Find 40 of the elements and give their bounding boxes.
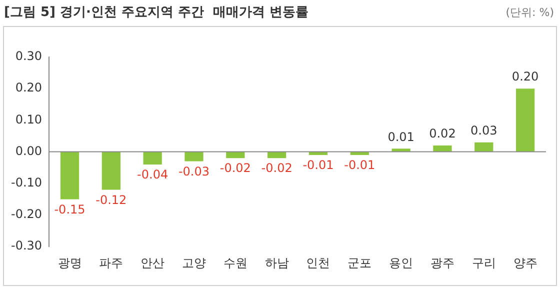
x-tick-label: 구리 [472,256,496,270]
data-label: -0.01 [302,158,334,172]
bar [143,152,162,164]
data-label: 0.20 [512,70,539,84]
x-tick-label: 파주 [99,256,124,270]
x-tick-label: 고양 [182,256,206,270]
bar [433,145,452,152]
x-tick-label: 군포 [348,256,372,270]
y-tick-label: 0.30 [15,49,42,64]
data-label: -0.15 [54,202,86,216]
text: (단위: %) [506,5,554,20]
y-tick-label: -0.10 [10,176,42,190]
data-label: 0.01 [388,130,414,144]
data-label: 0.02 [429,126,456,141]
data-label: -0.02 [220,161,251,176]
y-tick-label: -0.20 [10,207,42,222]
bar [102,152,120,190]
data-label: 0.03 [470,123,498,138]
x-tick-label: 안산 [140,256,165,270]
x-tick-label: 인천 [306,256,330,270]
data-label: -0.12 [96,192,127,207]
x-tick-label: 양주 [513,256,538,270]
y-tick-label: 0.10 [15,112,42,126]
x-tick-label: 용인 [389,256,414,270]
bar [516,88,535,152]
data-label: -0.04 [137,168,168,182]
bar [474,142,494,152]
data-label: -0.01 [344,158,376,172]
bar [60,152,80,200]
data-label: -0.02 [261,161,292,176]
chart-title: [그림 5] 경기·인천 주요지역 주간 매매가격 변동률 [4,4,309,21]
y-tick-label: 0.00 [15,144,42,158]
x-tick-label: 광주 [430,256,454,270]
data-label: -0.03 [178,164,210,178]
y-tick-label: -0.30 [10,238,42,253]
x-tick-label: 수원 [223,256,248,270]
x-tick-label: 하남 [264,256,289,270]
x-tick-label: 광명 [58,256,82,270]
y-tick-label: 0.20 [15,80,42,95]
bar [184,152,204,162]
